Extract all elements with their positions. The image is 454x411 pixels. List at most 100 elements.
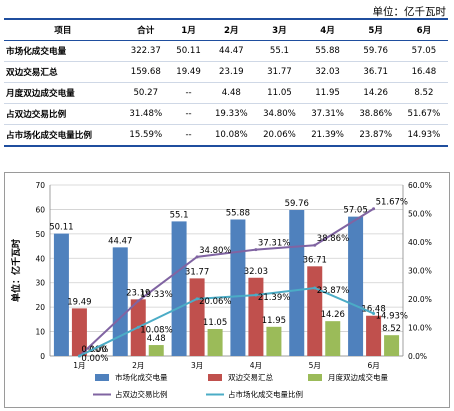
y2-tick-label: 30.0% [408, 267, 432, 276]
y-tick-label: 50 [35, 230, 45, 239]
table-cell: 31.77 [267, 67, 292, 77]
data-label: 34.80% [199, 246, 231, 256]
y-tick-label: 0 [40, 352, 45, 361]
data-label: 14.26 [321, 310, 345, 320]
line-point [136, 325, 140, 329]
table-cell: 50.27 [133, 88, 159, 98]
data-label: 36.71 [303, 255, 327, 265]
row-label: 市场化成交电量 [6, 47, 67, 57]
header-cell: 4月 [320, 26, 335, 36]
table-cell: -- [185, 109, 192, 119]
table-cell: 10.08% [214, 130, 248, 140]
table-cell: -- [185, 130, 192, 140]
bar [384, 335, 400, 356]
table-cell: 4.48 [221, 88, 241, 98]
data-label: 57.05 [343, 206, 367, 216]
data-label: 23.87% [317, 286, 349, 296]
bar [148, 345, 164, 356]
data-label: 51.67% [376, 198, 408, 208]
table-cell: 21.39% [311, 130, 344, 140]
line-point [254, 293, 258, 297]
table-cell: 159.68 [130, 67, 161, 77]
x-tick-label: 6月 [367, 361, 379, 370]
bar [71, 308, 87, 356]
data-label: 0.00% [81, 345, 108, 355]
legend-swatch [95, 374, 109, 381]
data-label: 20.06% [199, 297, 231, 307]
table-cell: 34.80% [263, 109, 296, 119]
line-point [372, 207, 376, 211]
chart-container: 0 10 20 30 40 50 60 70 0.0% 10.0% 20.0% 30.0% 40.0% 5… [4, 172, 450, 408]
table-cell: 38.86% [359, 109, 393, 119]
legend-swatch [208, 374, 222, 381]
bar [248, 277, 264, 356]
data-label: 23.19 [126, 288, 150, 298]
table-cell: 16.48 [411, 67, 437, 77]
table-cell: 11.05 [267, 88, 292, 98]
data-label: 37.31% [258, 239, 290, 249]
data-label: 10.08% [140, 325, 172, 335]
data-label: 44.47 [108, 236, 132, 246]
y2-tick-label: 60.0% [408, 181, 432, 190]
header-cell: 项目 [54, 26, 72, 36]
line-point [195, 297, 199, 301]
series-line [78, 207, 375, 357]
line-point [77, 354, 81, 358]
y2-tick-label: 10.0% [408, 324, 432, 333]
combo-chart: 0 10 20 30 40 50 60 70 0.0% 10.0% 20.0% 30.0% 40.0% 5… [10, 181, 432, 399]
header-cell: 2月 [224, 26, 239, 36]
y-tick-label: 70 [35, 181, 45, 190]
bar [171, 221, 187, 356]
y2-tick-label: 20.0% [408, 295, 432, 304]
table-cell: 23.19 [219, 67, 244, 77]
data-label: 19.49 [67, 297, 91, 307]
legend-label: 月度双边成交电量 [328, 372, 388, 382]
unit-label: 单位：亿千瓦时 [372, 6, 447, 18]
header-cell: 6月 [416, 26, 432, 36]
bar [289, 210, 305, 356]
y2-tick-label: 0.0% [408, 352, 427, 361]
data-label: 19.33% [140, 290, 172, 300]
x-tick-label: 2月 [132, 361, 144, 370]
data-label: 59.76 [285, 199, 309, 209]
table-cell: 55.88 [315, 46, 340, 56]
table-cell: 19.49 [176, 67, 201, 77]
line-point [254, 248, 258, 252]
table-cell: 59.76 [363, 46, 389, 56]
y2-tick-label: 50.0% [408, 210, 432, 219]
data-label: 14.93% [376, 311, 408, 321]
data-label: 16.48 [361, 305, 385, 315]
y-tick-label: 20 [35, 303, 45, 312]
line-point [195, 255, 199, 259]
data-label: 4.48 [147, 334, 166, 344]
x-tick-label: 3月 [191, 361, 203, 370]
row-label: 月度双边成交电量 [6, 89, 75, 99]
table-cell: 31.48% [129, 109, 163, 119]
data-table: 项目 合计 1月 2月 3月 4月 5月 6月 市场化成交电量 322.37 50.… [4, 18, 448, 147]
table-cell: 11.95 [315, 88, 340, 98]
line-point [313, 243, 317, 247]
data-label: 32.03 [244, 267, 268, 277]
data-label: 21.39% [258, 293, 290, 303]
table-row: 市场化成交电量 322.37 50.11 44.47 55.1 55.88 59.76 57.… [4, 41, 448, 62]
table-cell: 32.03 [315, 67, 340, 77]
table-row: 占市场化成交电量比例 15.59% -- 10.08% 20.06% 21.39% 23.8… [4, 125, 448, 146]
table-cell: 14.93% [407, 130, 441, 140]
data-label: 55.1 [170, 210, 189, 220]
x-tick-label: 1月 [73, 361, 85, 370]
data-label: 11.95 [262, 316, 286, 326]
y-tick-label: 40 [35, 254, 45, 263]
header-cell: 1月 [181, 26, 196, 36]
table-cell: 23.87% [359, 130, 393, 140]
legend-label: 市场化成交电量 [115, 372, 168, 382]
legend-label: 占市场化成交电量比例 [228, 389, 303, 399]
table-cell: 55.1 [269, 46, 290, 56]
line-point [372, 311, 376, 315]
series-line [78, 286, 374, 357]
table-cell: 44.47 [219, 46, 244, 56]
data-label: 8.52 [382, 324, 401, 334]
table-cell: 19.33% [214, 109, 248, 119]
header-cell: 合计 [137, 26, 155, 36]
table-cell: 36.71 [363, 67, 389, 77]
header-cell: 3月 [272, 26, 287, 36]
